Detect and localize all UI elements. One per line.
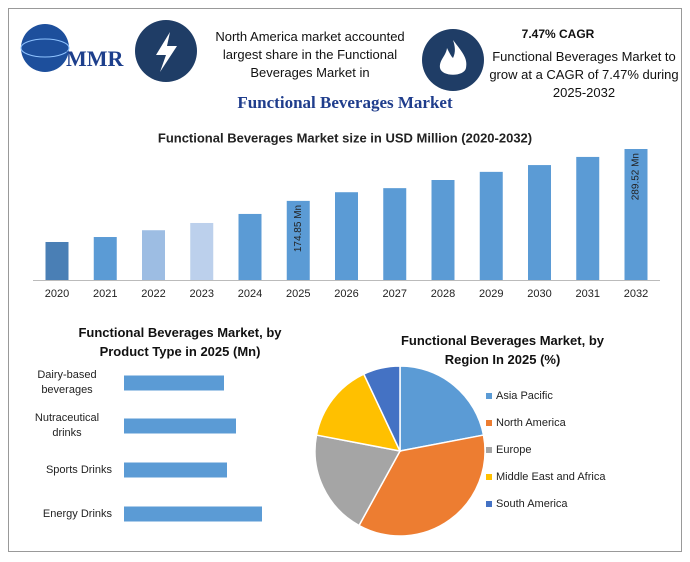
legend-swatch: [486, 447, 492, 453]
legend-swatch: [486, 474, 492, 480]
bar: [142, 230, 165, 280]
x-tick-label: 2026: [334, 288, 358, 300]
bar: [124, 462, 227, 478]
bar: [528, 165, 551, 280]
y-tick-label: Dairy-based beverages: [37, 369, 97, 396]
bar: [238, 213, 262, 280]
bolt: [156, 32, 177, 72]
pie-slice: [362, 365, 401, 452]
chart-title: Functional Beverages Market size in USD …: [158, 130, 532, 145]
bar: [45, 241, 69, 280]
legend-label: North America: [496, 417, 567, 429]
bar: [624, 149, 648, 280]
right-text: Functional Beverages Market to grow at a…: [489, 49, 679, 100]
logo-globe: [21, 24, 69, 72]
x-tick-label: 2024: [238, 288, 262, 300]
x-tick-label: 2020: [45, 288, 69, 300]
frame: [8, 8, 682, 552]
bar: [286, 200, 310, 280]
legend-label: Asia Pacific: [496, 390, 553, 402]
bar: [431, 180, 455, 280]
bar: [383, 188, 407, 280]
legend-swatch: [486, 501, 492, 507]
x-tick-label: 2031: [576, 288, 600, 300]
value-label: 174.85 Mn: [293, 205, 304, 252]
bar: [93, 237, 117, 280]
bar: [576, 156, 600, 280]
x-tick-label: 2021: [93, 288, 117, 300]
legend-swatch: [486, 420, 492, 426]
hbar-title: Functional Beverages Market, by Product …: [78, 325, 282, 359]
x-tick-label: 2028: [431, 288, 455, 300]
y-tick-label: Energy Drinks: [42, 507, 112, 520]
bar: [479, 171, 503, 280]
x-tick-label: 2032: [624, 288, 648, 300]
legend-label: Europe: [496, 444, 531, 456]
value-label: 289.52 Mn: [631, 153, 642, 200]
pie-slice: [315, 373, 402, 453]
legend-label: South America: [496, 498, 568, 510]
x-tick-label: 2023: [190, 288, 214, 300]
bar: [190, 222, 214, 280]
x-tick-label: 2030: [527, 288, 551, 300]
page-title: Functional Beverages Market: [237, 93, 453, 112]
x-tick-label: 2025: [286, 288, 310, 300]
y-tick-label: Nutraceutical drinks: [34, 412, 100, 439]
x-tick-label: 2027: [383, 288, 407, 300]
logo-text: MMR: [66, 46, 125, 71]
pie-slice: [399, 365, 485, 452]
pie-slice: [314, 434, 402, 527]
x-tick-label: 2022: [141, 288, 165, 300]
cagr: 7.47% CAGR: [522, 27, 595, 41]
pie-slice: [358, 434, 486, 537]
flame: [439, 40, 467, 75]
pie-title: Functional Beverages Market, by Region I…: [400, 333, 604, 367]
left-text: North America market accounted largest s…: [215, 29, 405, 80]
x-tick-label: 2029: [479, 288, 503, 300]
y-tick-label: Sports Drinks: [45, 463, 112, 476]
bar: [124, 418, 236, 434]
bar: [124, 506, 262, 522]
logo-orbit: [20, 38, 70, 58]
bar: [335, 192, 358, 280]
bar: [124, 375, 224, 391]
legend-swatch: [486, 393, 492, 399]
legend-label: Middle East and Africa: [496, 471, 606, 483]
